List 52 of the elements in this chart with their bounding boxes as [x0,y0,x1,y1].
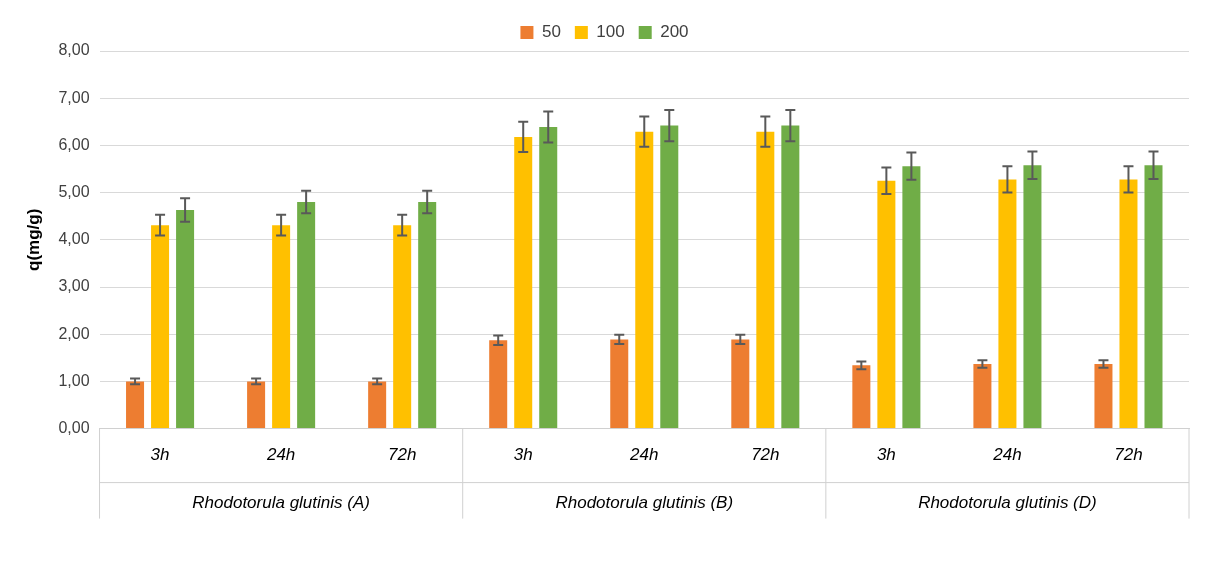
bar [635,131,654,429]
x-tick-label: 24h [265,444,296,464]
bar [973,363,992,429]
bar [1144,165,1163,429]
legend-label: 50 [541,22,561,42]
bar [852,365,871,429]
bar [731,339,750,429]
bar [781,125,800,429]
text: Rhodotorula glutinis (D) [918,493,1097,513]
y-tick-label: 7,00 [58,88,90,106]
x-tick-label: 72h [1114,444,1143,464]
legend-label: 100 [596,22,625,42]
x-tick-label: 3h [513,444,533,464]
legend-label: 200 [660,22,689,42]
bar [418,202,437,429]
bar [489,340,508,429]
y-tick-label: 1,00 [58,371,90,389]
bar [393,225,412,429]
bar [539,126,558,429]
y-tick-label: 0,00 [58,419,90,437]
y-tick-label: 2,00 [58,324,90,342]
y-tick-label: 8,00 [58,41,90,59]
y-tick-label: 3,00 [58,277,90,295]
text: Rhodotorula glutinis (A) [192,493,370,513]
bar [1023,165,1042,429]
y-tick-label: 4,00 [58,230,90,248]
x-tick-label: 24h [629,444,659,464]
x-tick-label: 24h [992,444,1022,464]
y-tick-label: 5,00 [58,183,90,201]
x-tick-label: 72h [387,444,417,464]
x-tick-label: 3h [150,444,170,464]
bar [902,166,921,429]
bar [247,381,266,429]
bar [151,225,170,429]
bar [610,339,629,429]
y-tick-label: 6,00 [58,135,90,153]
x-tick-label: 72h [751,444,780,464]
bar [660,125,679,429]
bar [877,180,896,429]
bar [297,202,316,429]
bar [998,179,1017,429]
y-axis-title: q(mg/g) [23,208,43,271]
x-tick-label: 3h [876,444,896,464]
bar [514,136,533,429]
bar [1119,179,1138,429]
bar [176,210,195,429]
bar [126,381,145,429]
bar [272,225,291,429]
bar [368,381,387,429]
bar [756,131,775,429]
text: Rhodotorula glutinis (B) [555,493,734,513]
bar [1094,363,1113,429]
